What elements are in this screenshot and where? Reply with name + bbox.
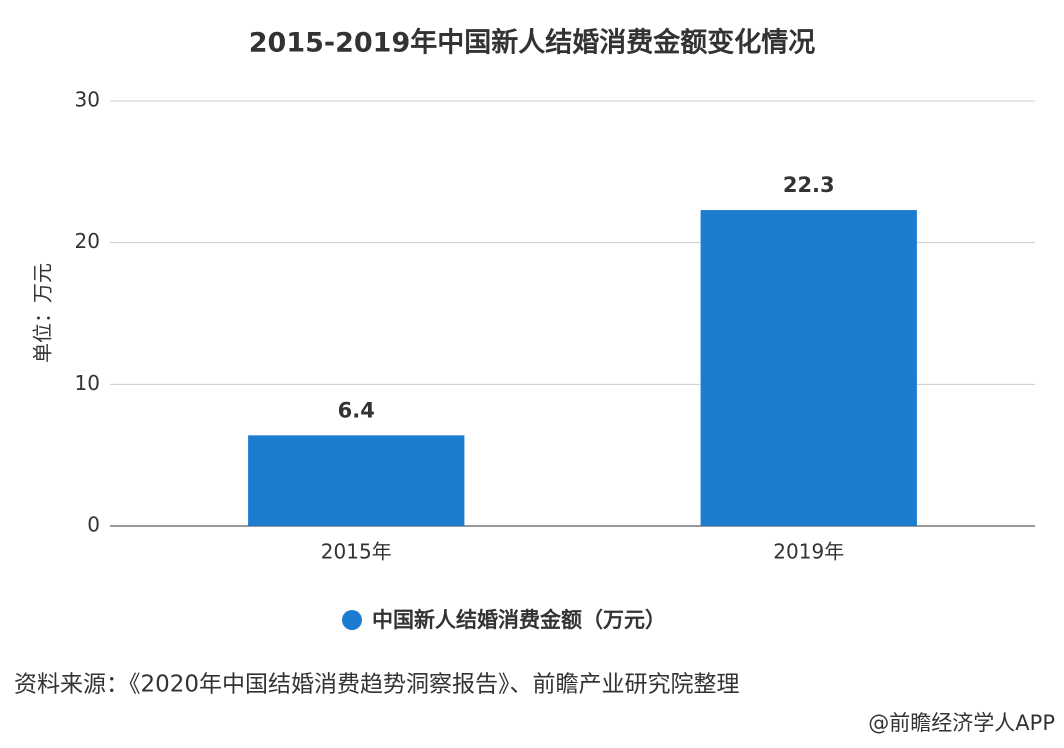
bar: [248, 435, 465, 526]
y-tick-label: 10: [75, 371, 100, 395]
y-tick-label: 0: [87, 513, 100, 537]
y-tick-label: 20: [75, 229, 100, 253]
data-label: 22.3: [783, 173, 835, 197]
legend-label: 中国新人结婚消费金额（万元）: [372, 608, 666, 632]
data-label: 6.4: [338, 398, 375, 422]
x-tick-label: 2019年: [773, 540, 844, 564]
chart-title: 2015-2019年中国新人结婚消费金额变化情况: [249, 27, 816, 59]
y-axis-label: 单位：万元: [31, 263, 55, 363]
y-tick-label: 30: [75, 88, 100, 112]
x-tick-label: 2015年: [321, 540, 392, 564]
credit: @前瞻经济学人APP: [868, 711, 1055, 735]
bar: [700, 210, 917, 527]
source-note: 资料来源：《2020年中国结婚消费趋势洞察报告》、前瞻产业研究院整理: [14, 672, 740, 698]
legend-marker: [342, 610, 362, 630]
